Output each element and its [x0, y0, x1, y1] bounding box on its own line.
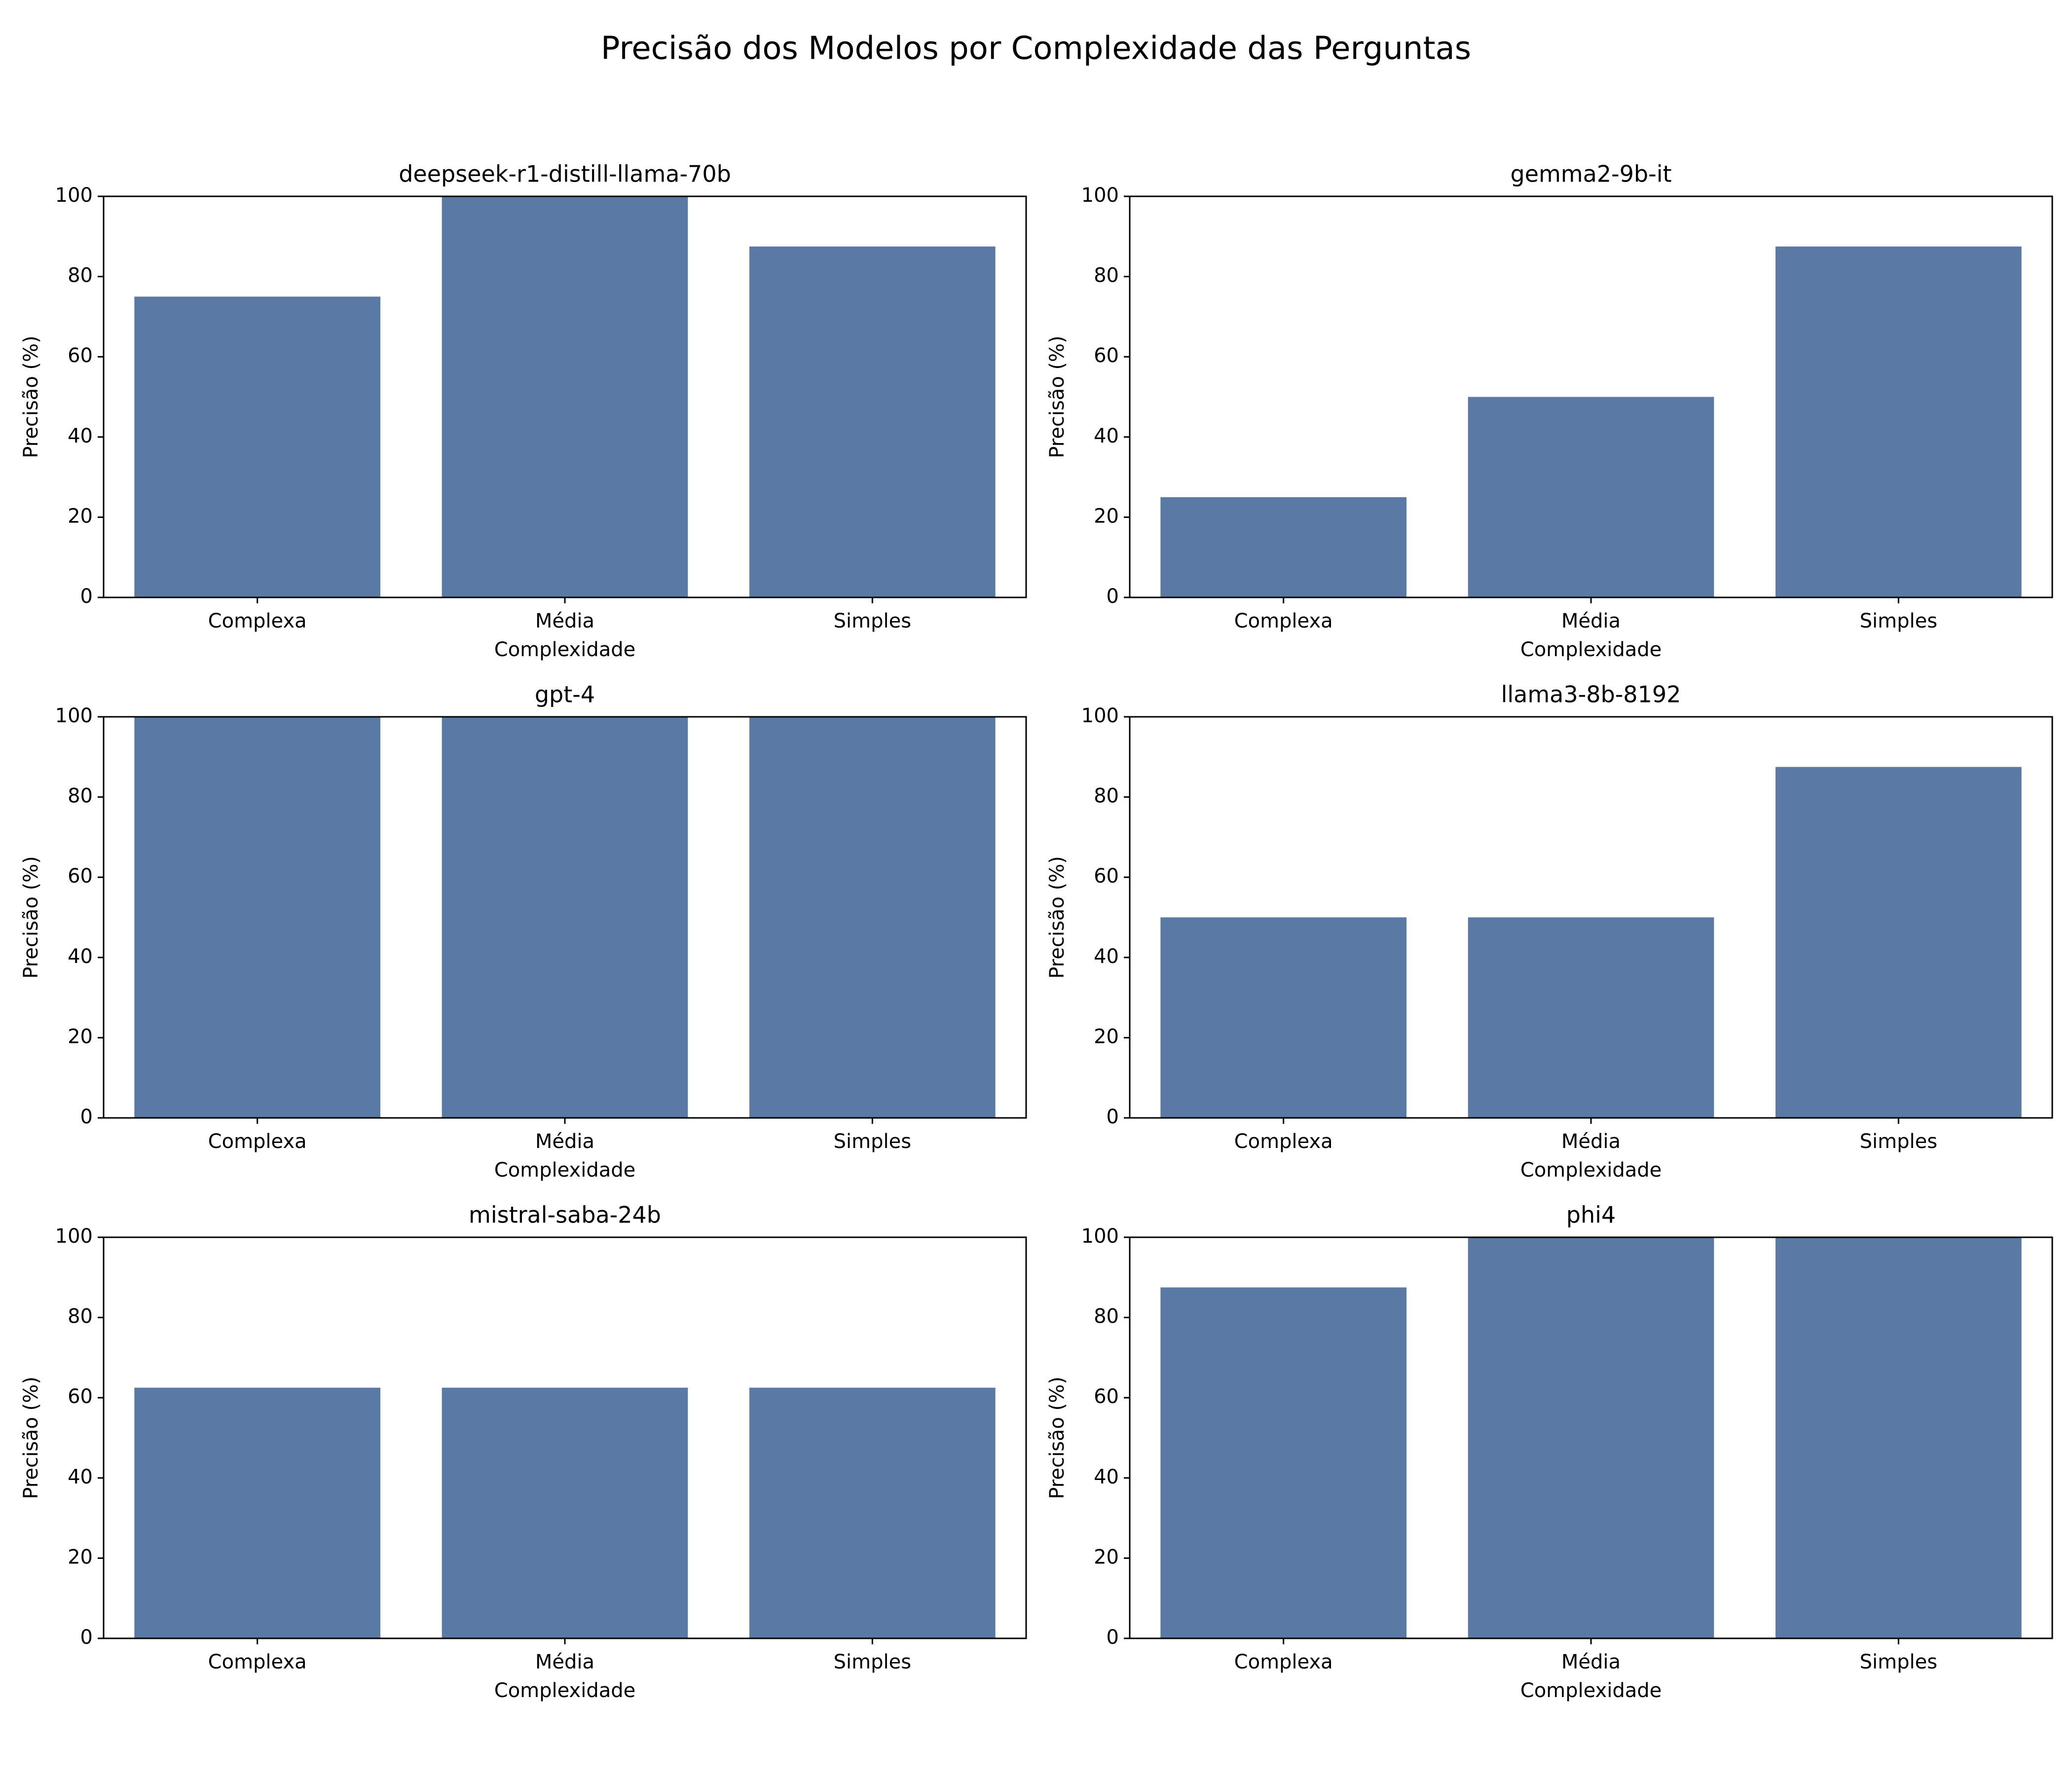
y-axis-label: Precisão (%)	[1046, 1376, 1069, 1499]
bar-media	[442, 1387, 688, 1638]
x-tick-label: Complexa	[1234, 1651, 1333, 1673]
subplot-4: llama3-8b-8192 0 20 40 60 80 100 Complexa Média S…	[1046, 681, 2053, 1182]
x-tick-label: Complexa	[208, 610, 307, 632]
x-tick-label: Simples	[1860, 1651, 1937, 1673]
y-tick-label: 20	[68, 505, 93, 527]
y-tick-label: 80	[1094, 1305, 1119, 1328]
y-tick-label: 0	[1107, 1106, 1119, 1128]
y-tick-label: 20	[1094, 1546, 1119, 1568]
x-axis-label: Complexidade	[494, 638, 635, 661]
x-axis-label: Complexidade	[1520, 1159, 1662, 1182]
y-axis-label: Precisão (%)	[1046, 335, 1069, 458]
x-tick-label: Simples	[1860, 1130, 1937, 1153]
y-tick-label: 100	[55, 184, 93, 207]
y-tick-label: 60	[1094, 344, 1119, 367]
x-tick-label: Simples	[834, 1130, 911, 1153]
x-tick-label: Simples	[834, 610, 911, 632]
x-tick-label: Média	[1561, 610, 1621, 632]
y-tick-label: 0	[80, 585, 93, 608]
x-axis-label: Complexidade	[494, 1679, 635, 1702]
bar-media	[1468, 1237, 1714, 1638]
x-tick-label: Complexa	[208, 1651, 307, 1673]
y-tick-label: 60	[1094, 1385, 1119, 1408]
y-tick-label: 100	[1081, 1225, 1119, 1248]
bar-complexa	[1160, 1287, 1406, 1638]
bar-complexa	[134, 296, 380, 597]
y-axis-label: Precisão (%)	[20, 335, 42, 458]
x-axis-label: Complexidade	[494, 1159, 635, 1182]
y-tick-label: 40	[68, 1466, 93, 1488]
x-tick-label: Média	[1561, 1651, 1621, 1673]
y-tick-label: 60	[68, 344, 93, 367]
x-tick-label: Média	[535, 1651, 594, 1673]
subplot-title: phi4	[1566, 1202, 1616, 1228]
y-tick-label: 80	[1094, 264, 1119, 287]
y-axis-label: Precisão (%)	[20, 856, 42, 978]
y-tick-label: 20	[1094, 505, 1119, 527]
x-tick-label: Complexa	[1234, 1130, 1333, 1153]
subplot-title: gemma2-9b-it	[1510, 161, 1671, 187]
bar-complexa	[134, 1387, 380, 1638]
y-tick-label: 20	[68, 1025, 93, 1048]
subplot-6: phi4 0 20 40 60 80 100 Complexa Média Simples Comp…	[1046, 1202, 2053, 1702]
y-tick-label: 40	[68, 425, 93, 447]
figure-title: Precisão dos Modelos por Complexidade da…	[601, 31, 1471, 67]
x-tick-label: Média	[535, 1130, 594, 1153]
bar-simples	[1776, 246, 2022, 597]
y-tick-label: 0	[1107, 585, 1119, 608]
x-tick-label: Simples	[834, 1651, 911, 1673]
y-tick-label: 60	[68, 1385, 93, 1408]
subplot-title: gpt-4	[535, 681, 595, 708]
subplot-title: mistral-saba-24b	[469, 1202, 661, 1228]
y-tick-label: 60	[68, 865, 93, 888]
y-tick-label: 100	[1081, 704, 1119, 727]
x-axis-label: Complexidade	[1520, 1679, 1662, 1702]
subplot-2: gemma2-9b-it 0 20 40 60 80 100 Complexa Média Sim…	[1046, 161, 2053, 661]
bar-media	[1468, 917, 1714, 1118]
x-tick-label: Média	[1561, 1130, 1621, 1153]
x-axis-label: Complexidade	[1520, 638, 1662, 661]
y-tick-label: 40	[68, 945, 93, 968]
x-tick-label: Complexa	[208, 1130, 307, 1153]
bar-simples	[749, 246, 996, 597]
y-tick-label: 100	[55, 704, 93, 727]
y-tick-label: 100	[1081, 184, 1119, 207]
y-tick-label: 80	[68, 264, 93, 287]
y-tick-label: 40	[1094, 1466, 1119, 1488]
y-tick-label: 20	[68, 1546, 93, 1568]
bar-simples	[1776, 767, 2022, 1118]
bar-simples	[749, 717, 996, 1118]
y-tick-label: 0	[1107, 1626, 1119, 1649]
subplot-5: mistral-saba-24b 0 20 40 60 80 100 Complexa Médi…	[20, 1202, 1027, 1702]
bar-media	[442, 717, 688, 1118]
y-tick-label: 40	[1094, 945, 1119, 968]
subplot-title: deepseek-r1-distill-llama-70b	[399, 161, 731, 187]
subplot-1: deepseek-r1-distill-llama-70b 0 20 40 60 80 10…	[20, 161, 1027, 661]
subplot-title: llama3-8b-8192	[1501, 681, 1681, 708]
y-tick-label: 20	[1094, 1025, 1119, 1048]
bar-complexa	[1160, 497, 1406, 597]
y-tick-label: 80	[68, 1305, 93, 1328]
y-axis-label: Precisão (%)	[1046, 856, 1069, 978]
y-tick-label: 0	[80, 1106, 93, 1128]
y-tick-label: 80	[1094, 785, 1119, 808]
y-tick-label: 60	[1094, 865, 1119, 888]
x-tick-label: Média	[535, 610, 594, 632]
bar-simples	[749, 1387, 996, 1638]
subplot-grid: deepseek-r1-distill-llama-70b 0 20 40 60 80 10…	[20, 161, 2053, 1702]
bar-media	[1468, 397, 1714, 597]
bar-simples	[1776, 1237, 2022, 1638]
x-tick-label: Simples	[1860, 610, 1937, 632]
bar-complexa	[1160, 917, 1406, 1118]
y-axis-label: Precisão (%)	[20, 1376, 42, 1499]
y-tick-label: 0	[80, 1626, 93, 1649]
bar-complexa	[134, 717, 380, 1118]
bar-media	[442, 196, 688, 597]
y-tick-label: 100	[55, 1225, 93, 1248]
y-tick-label: 80	[68, 785, 93, 808]
subplot-3: gpt-4 0 20 40 60 80 100 Complexa Média Simples Com…	[20, 681, 1027, 1182]
x-tick-label: Complexa	[1234, 610, 1333, 632]
y-tick-label: 40	[1094, 425, 1119, 447]
